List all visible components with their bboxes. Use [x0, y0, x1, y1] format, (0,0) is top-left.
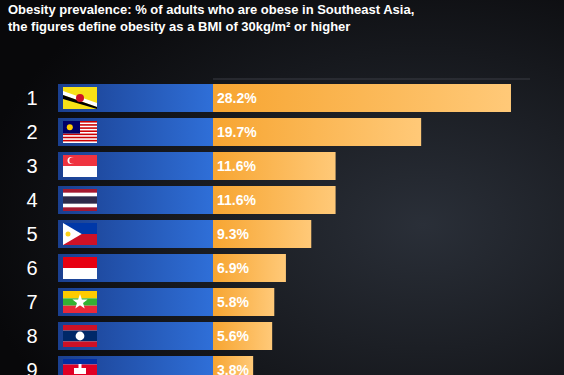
bar [213, 356, 253, 375]
axis-line [213, 79, 530, 80]
flag-part [63, 207, 97, 211]
data-label: 28.2% [217, 90, 257, 106]
data-label: 5.6% [217, 328, 249, 344]
flag-part [63, 134, 97, 136]
flag [63, 257, 97, 279]
flag-part [63, 155, 97, 166]
flag [63, 359, 97, 375]
flag-part [63, 223, 82, 245]
flag-part [63, 359, 97, 365]
flag-part [63, 189, 97, 211]
rank: 8 [26, 325, 37, 347]
flag [63, 325, 97, 347]
country-box [58, 220, 213, 248]
flag-part [63, 257, 97, 279]
flag [63, 291, 97, 313]
flag-part [63, 359, 97, 375]
flag-part [63, 196, 97, 203]
bar [213, 322, 272, 350]
rank: 6 [26, 257, 37, 279]
flag [63, 189, 97, 211]
country-box [58, 254, 213, 282]
flag-part [63, 365, 97, 375]
flag [63, 223, 97, 245]
data-label: 3.8% [217, 362, 249, 375]
bar [213, 152, 336, 180]
bar [213, 118, 421, 146]
flag-part [63, 189, 97, 193]
flag-part [63, 342, 97, 348]
flag-part [63, 306, 97, 313]
flag-part [76, 332, 85, 341]
flag-part [63, 95, 97, 109]
flag-part [63, 140, 97, 142]
data-label: 6.9% [217, 260, 249, 276]
country-box [58, 288, 213, 316]
bar [213, 220, 311, 248]
rank: 1 [26, 87, 37, 109]
flag [63, 87, 97, 109]
flag-part [63, 331, 97, 342]
country-box [58, 84, 213, 112]
flag-part [63, 325, 97, 331]
data-label: 19.7% [217, 124, 257, 140]
flag [63, 121, 97, 143]
bar [213, 84, 511, 112]
flag-part [69, 157, 75, 163]
flag-part [63, 257, 97, 268]
bar [213, 288, 274, 316]
rank: 7 [26, 291, 37, 313]
labels: 1Brunei28.2%2Malaysia19.7%3Singapore11.6… [26, 87, 257, 375]
chart: Obesity prevalence: % of adults who are … [0, 0, 564, 375]
data-label: 5.8% [217, 294, 249, 310]
country-box [58, 118, 213, 146]
subtitle: the figures define obesity as a BMI of 3… [8, 19, 350, 34]
data-label: 11.6% [217, 158, 256, 174]
country-box [58, 152, 213, 180]
rank: 5 [26, 223, 37, 245]
rank: 3 [26, 155, 37, 177]
flag-part [63, 223, 97, 245]
rank: 2 [26, 121, 37, 143]
background [0, 0, 564, 375]
flag-part [76, 94, 84, 102]
data-label: 11.6% [217, 192, 256, 208]
flag-part [63, 87, 97, 109]
flag-part [63, 291, 97, 313]
rank: 9 [26, 359, 37, 375]
flag [63, 155, 97, 177]
flag-part [63, 155, 97, 177]
flag-part [79, 364, 82, 368]
flag-part [66, 232, 71, 237]
country-box [58, 356, 213, 375]
flag-part [63, 87, 97, 109]
flag-part [63, 137, 97, 139]
flag-part [67, 124, 73, 130]
flag-part [72, 294, 87, 308]
rank: 4 [26, 189, 37, 211]
flag-part [74, 368, 86, 374]
bar [213, 254, 286, 282]
flag-part [63, 121, 97, 143]
country-box [58, 322, 213, 350]
bar [213, 186, 336, 214]
bars [213, 84, 511, 375]
data-label: 9.3% [217, 226, 249, 242]
chart-root: Obesity prevalence: % of adults who are … [0, 0, 564, 375]
flag-part [63, 325, 97, 347]
title: Obesity prevalence: % of adults who are … [8, 2, 414, 17]
flag-part [63, 121, 80, 134]
country-box [58, 186, 213, 214]
